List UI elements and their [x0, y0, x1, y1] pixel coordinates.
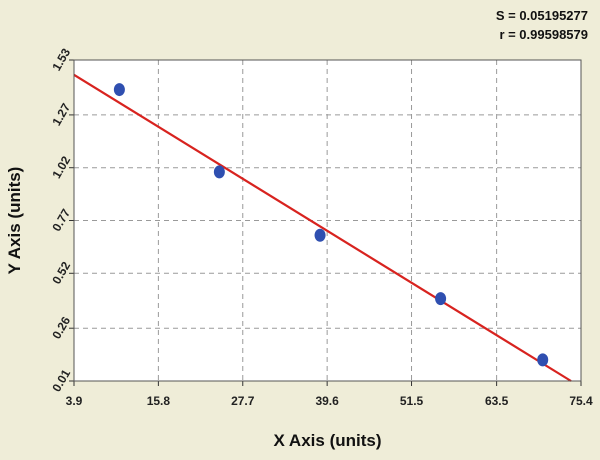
plot-border	[73, 59, 582, 382]
y-tick-label: 0.26	[49, 314, 73, 342]
y-tick-label: 1.27	[49, 101, 73, 129]
fit-line	[73, 73, 572, 382]
y-tick-label: 0.77	[49, 206, 73, 234]
data-point	[113, 83, 125, 97]
y-tick-label: 0.01	[49, 367, 73, 395]
y-axis-label: Y Axis (units)	[5, 167, 24, 275]
x-tick-label: 75.4	[569, 394, 593, 408]
data-point	[537, 353, 549, 367]
x-tick-label: 63.5	[485, 394, 509, 408]
s-value: S = 0.05195277	[495, 8, 588, 23]
x-tick-label: 15.8	[147, 394, 171, 408]
y-tick-label: 1.02	[49, 153, 73, 181]
x-tick-label: 39.6	[315, 394, 339, 408]
y-tick-label: 1.53	[49, 46, 73, 74]
x-axis-label: X Axis (units)	[274, 431, 382, 450]
y-ticks: 0.01 0.26 0.52 0.77 1.02 1.27 1.53	[49, 46, 74, 395]
r-value: r = 0.99598579	[499, 27, 588, 42]
data-point	[213, 165, 225, 179]
data-point	[314, 228, 326, 242]
x-tick-label: 51.5	[400, 394, 424, 408]
data-points	[113, 83, 549, 367]
x-tick-label: 27.7	[231, 394, 255, 408]
y-tick-label: 0.52	[49, 259, 73, 287]
grid	[74, 60, 581, 381]
x-tick-label: 3.9	[66, 394, 83, 408]
x-ticks: 3.9 15.8 27.7 39.6 51.5 63.5 75.4	[66, 381, 593, 408]
stats-box: S = 0.05195277 r = 0.99598579	[496, 6, 588, 44]
data-point	[435, 292, 447, 306]
